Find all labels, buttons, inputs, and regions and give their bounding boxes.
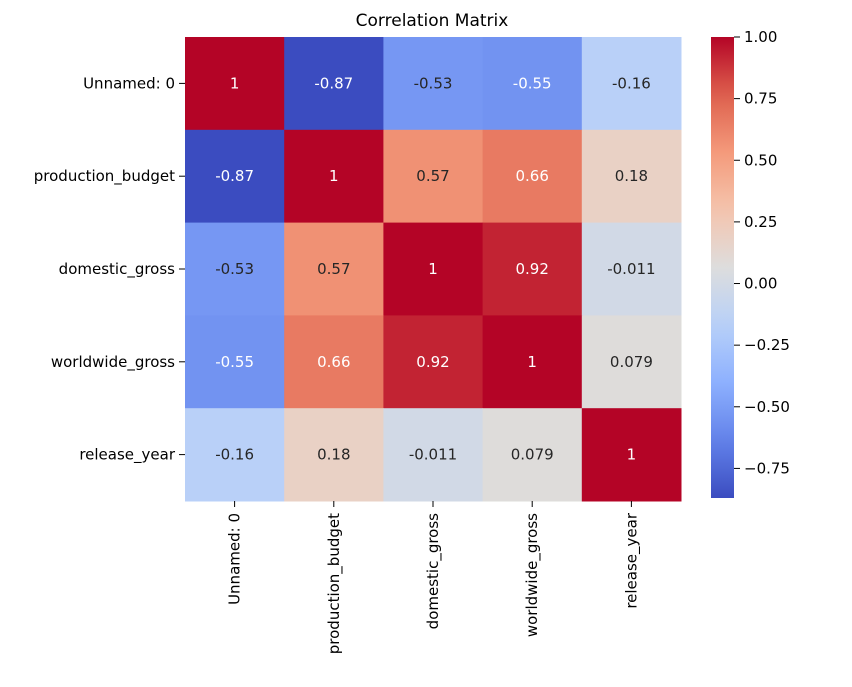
cell-value-label: -0.16 — [215, 446, 254, 464]
heatmap-cell — [383, 129, 484, 224]
heatmap-cell — [383, 315, 484, 409]
chart-title: Correlation Matrix — [356, 11, 509, 31]
cell-value-label: 1 — [230, 74, 240, 92]
heatmap-cell — [185, 408, 285, 502]
cell-value-label: -0.55 — [215, 353, 254, 371]
cell-value-label: 0.18 — [317, 446, 350, 464]
cell-value-label: -0.011 — [607, 260, 655, 278]
heatmap-cell — [482, 129, 583, 224]
heatmap-cell — [284, 129, 384, 224]
heatmap-cell — [185, 222, 285, 316]
heatmap-cell — [581, 222, 682, 316]
y-tick-label: Unnamed: 0 — [83, 74, 175, 92]
cell-value-label: 0.66 — [515, 167, 548, 185]
cell-value-label: 0.92 — [416, 353, 449, 371]
cell-value-label: 0.079 — [511, 446, 554, 464]
colorbar-tick-label: −0.50 — [744, 398, 790, 416]
colorbar-gradient — [711, 37, 734, 498]
colorbar-tick-label: 0.50 — [744, 151, 777, 169]
heatmap-cell — [581, 408, 682, 502]
heatmap-cell — [284, 315, 384, 409]
heatmap-cell — [185, 37, 285, 131]
y-tick-label: production_budget — [34, 167, 175, 186]
x-tick-label: domestic_gross — [424, 513, 443, 630]
colorbar-tick-label: −0.25 — [744, 336, 790, 354]
cell-value-label: -0.55 — [513, 74, 552, 92]
heatmap-cell — [284, 408, 384, 502]
y-tick-label: release_year — [79, 446, 175, 465]
cell-value-label: 0.66 — [317, 353, 350, 371]
colorbar-tick-label: 1.00 — [744, 28, 777, 46]
cell-value-label: 0.57 — [416, 167, 449, 185]
cell-value-label: 0.57 — [317, 260, 350, 278]
heatmap-cell — [185, 315, 285, 409]
y-tick-label: domestic_gross — [59, 260, 176, 279]
heatmap-cell — [284, 37, 384, 131]
cell-value-label: -0.53 — [215, 260, 254, 278]
cell-value-label: 1 — [428, 260, 438, 278]
cell-value-label: -0.011 — [409, 446, 457, 464]
heatmap-cell — [482, 222, 583, 316]
heatmap-cell — [482, 315, 583, 409]
heatmap-cell — [482, 37, 583, 131]
heatmap-cell — [581, 315, 682, 409]
colorbar-tick-label: 0.00 — [744, 275, 777, 293]
cell-value-label: 1 — [329, 167, 339, 185]
cell-value-label: -0.53 — [414, 74, 453, 92]
x-tick-label: worldwide_gross — [523, 513, 542, 637]
cell-value-label: -0.87 — [215, 167, 254, 185]
cell-value-label: 1 — [527, 353, 537, 371]
y-tick-label: worldwide_gross — [51, 353, 175, 372]
colorbar-tick-label: 0.25 — [744, 213, 777, 231]
heatmap-cell — [383, 37, 484, 131]
heatmap-cell — [581, 129, 682, 224]
heatmap-cell — [284, 222, 384, 316]
x-tick-label: release_year — [622, 512, 641, 608]
cell-value-label: 1 — [627, 446, 637, 464]
cell-value-label: 0.92 — [515, 260, 548, 278]
colorbar-tick-label: 0.75 — [744, 90, 777, 108]
heatmap-cell — [185, 129, 285, 224]
cell-value-label: -0.87 — [314, 74, 353, 92]
x-tick-labels: Unnamed: 0 production_budget domestic_gros… — [226, 501, 641, 654]
colorbar-tick-label: −0.75 — [744, 459, 790, 477]
cell-value-label: 0.079 — [610, 353, 653, 371]
heatmap-cells: 1 -0.87 -0.53 -0.55 -0.16 -0.87 1 0.57 0.66 0.18 -… — [185, 37, 682, 502]
colorbar: 1.00 0.75 0.50 0.25 0.00 −0.25 −0.50 −0.75 — [711, 28, 790, 498]
heatmap-cell — [383, 408, 484, 502]
y-tick-labels: Unnamed: 0 production_budget domestic_gros… — [34, 74, 185, 465]
x-tick-label: Unnamed: 0 — [226, 513, 244, 605]
heatmap-cell — [482, 408, 583, 502]
x-tick-label: production_budget — [325, 513, 344, 654]
heatmap-cell — [383, 222, 484, 316]
heatmap-cell — [581, 37, 682, 131]
cell-value-label: 0.18 — [615, 167, 648, 185]
cell-value-label: -0.16 — [612, 74, 651, 92]
